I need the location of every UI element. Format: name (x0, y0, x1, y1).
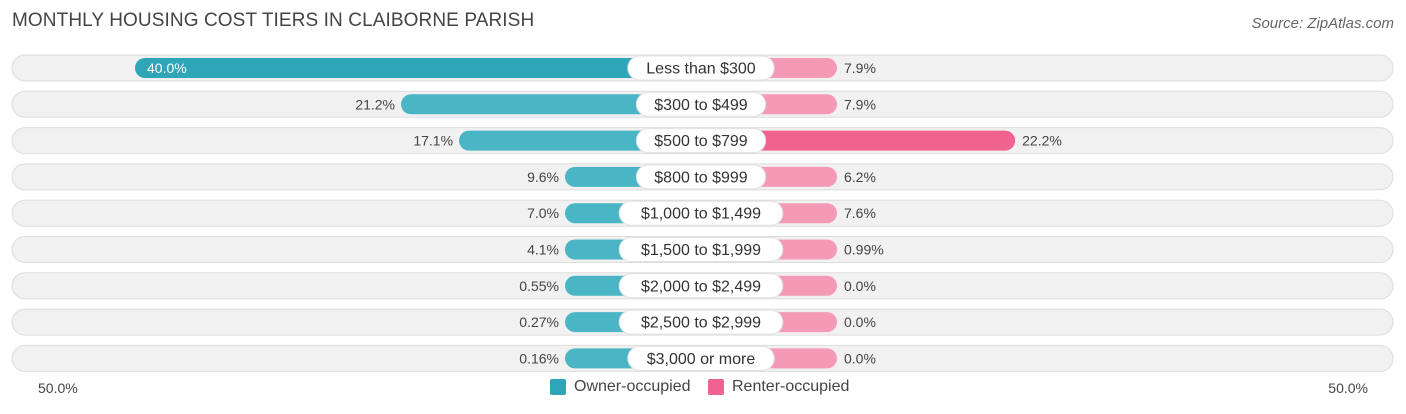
legend: Owner-occupied Renter-occupied (0, 378, 1406, 402)
category-pill (627, 55, 775, 81)
legend-renter-swatch (708, 379, 724, 395)
owner-value-label: 0.27% (519, 314, 559, 330)
owner-value-label: 0.55% (519, 278, 559, 294)
category-pill (635, 164, 767, 190)
renter-value-label: 22.2% (1022, 133, 1062, 149)
renter-value-label: 0.99% (844, 242, 884, 258)
owner-value-label: 40.0% (147, 60, 187, 76)
source-label: Source: ZipAtlas.com (1251, 15, 1394, 32)
renter-value-label: 7.9% (844, 96, 876, 112)
category-pill (635, 128, 767, 154)
category-pill (618, 273, 784, 299)
chart-row: $2,000 to $2,499 0.55% 0.0% (11, 272, 1394, 300)
renter-value-label: 7.6% (844, 205, 876, 221)
renter-bar (701, 130, 1016, 151)
owner-value-label: 7.0% (527, 205, 559, 221)
category-label: $3,000 or more (647, 351, 756, 368)
legend-renter-label: Renter-occupied (732, 378, 850, 395)
owner-value-label: 0.16% (519, 350, 559, 366)
left-axis-label: 50.0% (38, 380, 78, 396)
renter-value-label: 0.0% (844, 350, 876, 366)
chart-row: $2,500 to $2,999 0.27% 0.0% (11, 308, 1394, 336)
legend-owner-swatch (550, 379, 566, 395)
category-pill (618, 237, 784, 262)
category-label: $1,500 to $1,999 (641, 242, 761, 259)
legend-owner: Owner-occupied (550, 378, 691, 396)
chart-title: MONTHLY HOUSING COST TIERS IN CLAIBORNE … (12, 10, 535, 31)
chart-row: Less than $300 40.0% 7.9% (11, 54, 1394, 82)
chart-row: $1,500 to $1,999 4.1% 0.99% (11, 236, 1394, 263)
owner-bar (135, 58, 701, 78)
chart-row: $1,000 to $1,499 7.0% 7.6% (11, 199, 1394, 227)
category-label: $500 to $799 (654, 133, 748, 150)
owner-value-label: 17.1% (413, 133, 453, 149)
renter-value-label: 7.9% (844, 60, 876, 76)
category-label: $2,000 to $2,499 (641, 278, 761, 295)
renter-value-label: 0.0% (844, 314, 876, 330)
owner-bar (401, 94, 701, 115)
category-label: $800 to $999 (654, 169, 748, 186)
renter-value-label: 6.2% (844, 169, 876, 185)
chart-row: $3,000 or more 0.16% 0.0% (11, 344, 1394, 372)
category-label: $2,500 to $2,999 (641, 315, 761, 332)
chart-row: $500 to $799 17.1% 22.2% (11, 127, 1394, 155)
owner-value-label: 21.2% (355, 96, 395, 112)
legend-owner-label: Owner-occupied (574, 378, 691, 395)
chart-row: $800 to $999 9.6% 6.2% (11, 163, 1394, 191)
right-axis-label: 50.0% (1328, 380, 1368, 396)
chart-row: $300 to $499 21.2% 7.9% (11, 90, 1394, 118)
owner-value-label: 9.6% (527, 169, 559, 185)
owner-value-label: 4.1% (527, 242, 559, 258)
category-label: Less than $300 (646, 61, 756, 78)
category-pill (635, 91, 767, 117)
category-pill (618, 200, 784, 226)
category-pill (627, 345, 775, 371)
category-label: $1,000 to $1,499 (641, 206, 761, 223)
renter-value-label: 0.0% (844, 278, 876, 294)
category-label: $300 to $499 (654, 97, 748, 114)
legend-renter: Renter-occupied (708, 378, 849, 396)
category-pill (618, 309, 784, 335)
